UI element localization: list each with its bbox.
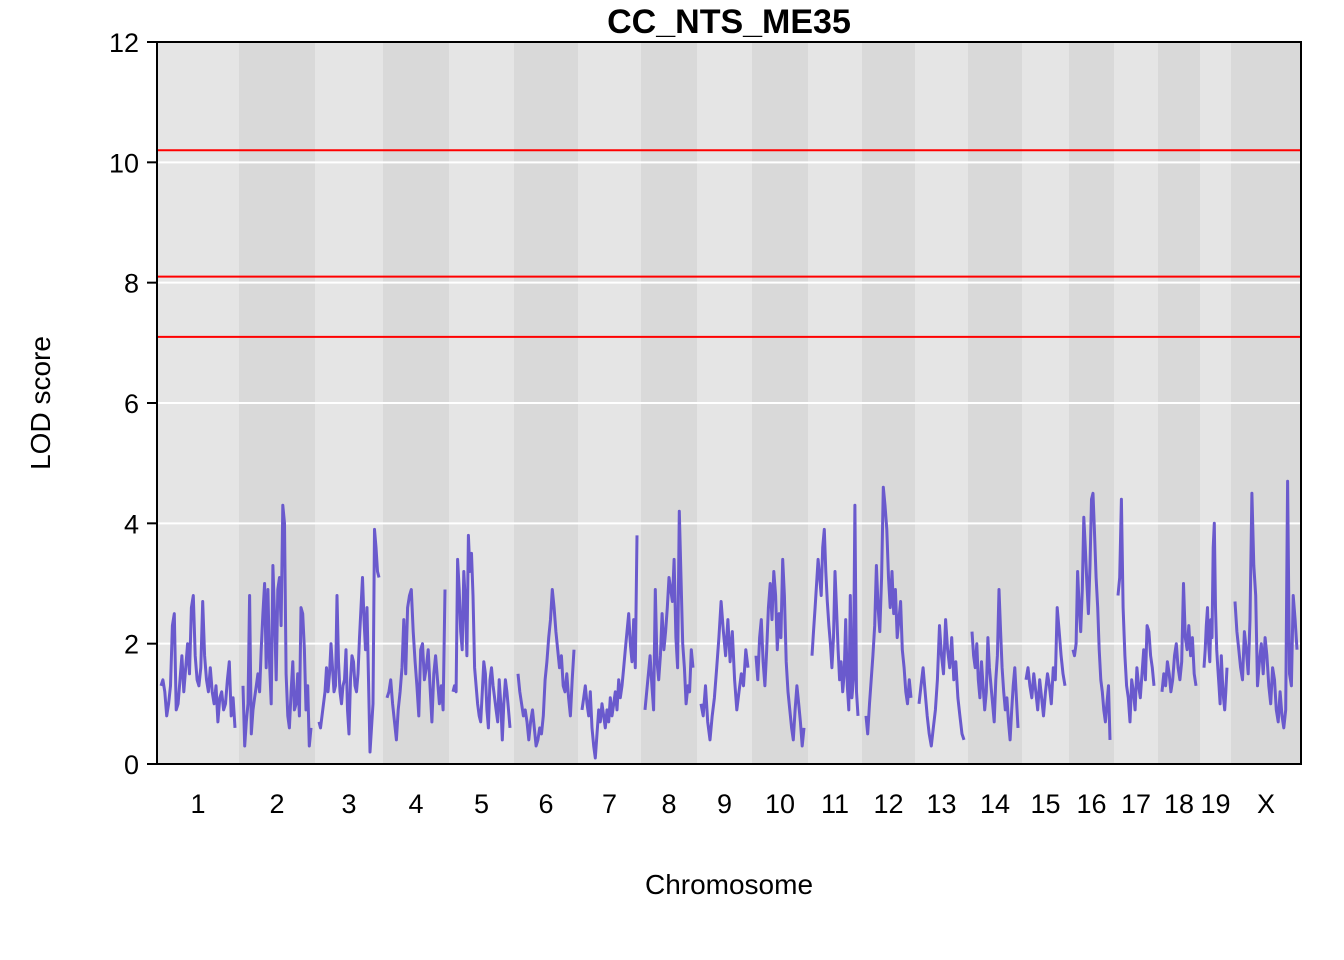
y-axis-title: LOD score xyxy=(25,336,56,470)
chromosome-label: 18 xyxy=(1164,789,1194,819)
y-tick-label: 2 xyxy=(124,630,139,660)
chromosome-label: 16 xyxy=(1076,789,1106,819)
chromosome-label: 3 xyxy=(341,789,356,819)
lod-line-chr-4 xyxy=(385,588,447,742)
lod-line-chr-19 xyxy=(1202,521,1229,712)
lod-line-chr-12 xyxy=(864,485,913,736)
chromosome-label: 5 xyxy=(474,789,489,819)
chromosome-label: 2 xyxy=(269,789,284,819)
chromosome-label: 4 xyxy=(408,789,423,819)
chromosome-label: 10 xyxy=(765,789,795,819)
lod-line-chr-3 xyxy=(317,527,381,754)
lod-line-chr-10 xyxy=(754,557,806,748)
chromosome-label: 15 xyxy=(1030,789,1060,819)
chromosome-label: X xyxy=(1257,789,1275,819)
lod-line-chr-2 xyxy=(241,503,313,748)
lod-line-chr-18 xyxy=(1160,582,1198,694)
y-tick-label: 8 xyxy=(124,269,139,299)
lod-line-chr-X xyxy=(1233,479,1299,730)
chromosome-label: 11 xyxy=(821,789,849,819)
chromosome-label: 13 xyxy=(926,789,956,819)
lod-line-chr-16 xyxy=(1071,491,1112,740)
lod-line-chr-5 xyxy=(451,533,512,742)
x-axis: 1 2 3 4 5 6 7 8 9 10 11 12 13 14 15 16 17 18 19 X xyxy=(190,789,1275,819)
y-tick-label: 4 xyxy=(124,509,139,539)
lod-series xyxy=(159,479,1299,760)
lod-line-chr-11 xyxy=(810,503,860,716)
lod-line-chr-13 xyxy=(917,618,966,748)
chromosome-label: 17 xyxy=(1121,789,1151,819)
y-tick-label: 6 xyxy=(124,389,139,419)
y-tick-label: 12 xyxy=(109,28,139,58)
y-tick-label: 0 xyxy=(124,750,139,780)
lod-line-chr-6 xyxy=(516,588,576,748)
chromosome-label: 14 xyxy=(980,789,1010,819)
lod-line-chr-8 xyxy=(643,509,695,712)
chromosome-label: 7 xyxy=(602,789,617,819)
chromosome-label: 9 xyxy=(717,789,732,819)
lod-line-chr-1 xyxy=(159,594,237,728)
chromosome-label: 12 xyxy=(873,789,903,819)
threshold-lines xyxy=(157,149,1301,338)
chromosome-label: 8 xyxy=(661,789,676,819)
chromosome-label: 19 xyxy=(1200,789,1230,819)
lod-line-chr-9 xyxy=(699,600,750,742)
chromosome-label: 1 xyxy=(190,789,205,819)
chromosome-label: 6 xyxy=(538,789,553,819)
lod-line-chr-15 xyxy=(1024,606,1067,718)
chart-title: CC_NTS_ME35 xyxy=(607,3,851,41)
y-axis: 0 2 4 6 8 10 12 xyxy=(109,28,157,780)
lod-line-chr-17 xyxy=(1116,497,1156,724)
lod-line-chr-7 xyxy=(580,535,639,760)
lod-line-chr-14 xyxy=(970,588,1020,742)
y-tick-label: 10 xyxy=(109,148,139,178)
x-axis-title: Chromosome xyxy=(645,869,813,900)
